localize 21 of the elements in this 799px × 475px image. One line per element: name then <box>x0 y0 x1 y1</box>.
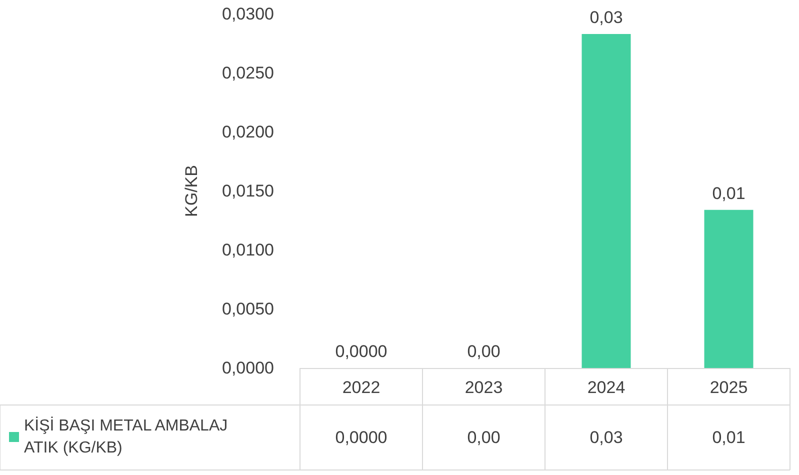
y-axis-title: KG/KB <box>182 165 201 217</box>
text: 0,0000 <box>335 342 388 361</box>
y-tick-label: 0,0000 <box>222 358 274 378</box>
text: 0,01 <box>712 184 746 203</box>
data-label: 0,0000 <box>335 428 388 447</box>
y-tick-label: 0,0150 <box>222 182 274 200</box>
legend-label: KİŞİ BAŞI METAL AMBALAJ ATIK (KG/KB) <box>24 416 232 456</box>
data-label: 0,01 <box>712 428 746 447</box>
y-tick-label: 0,0200 <box>222 122 274 142</box>
x-tick-label: 2024 <box>587 378 626 397</box>
x-tick-label: 2023 <box>464 378 503 397</box>
text: 0,03 <box>590 8 623 28</box>
text: 0,00 <box>467 342 500 361</box>
data-label: 0,03 <box>590 428 623 447</box>
x-tick-label: 2022 <box>342 378 380 397</box>
y-tick-label: 0,0050 <box>222 300 274 318</box>
y-tick-label: 0,0300 <box>222 4 274 24</box>
x-tick-label: 2025 <box>710 378 748 397</box>
data-label: 0,00 <box>467 428 500 447</box>
y-tick-label: 0,0250 <box>222 64 274 82</box>
y-tick-label: 0,0100 <box>222 240 274 260</box>
